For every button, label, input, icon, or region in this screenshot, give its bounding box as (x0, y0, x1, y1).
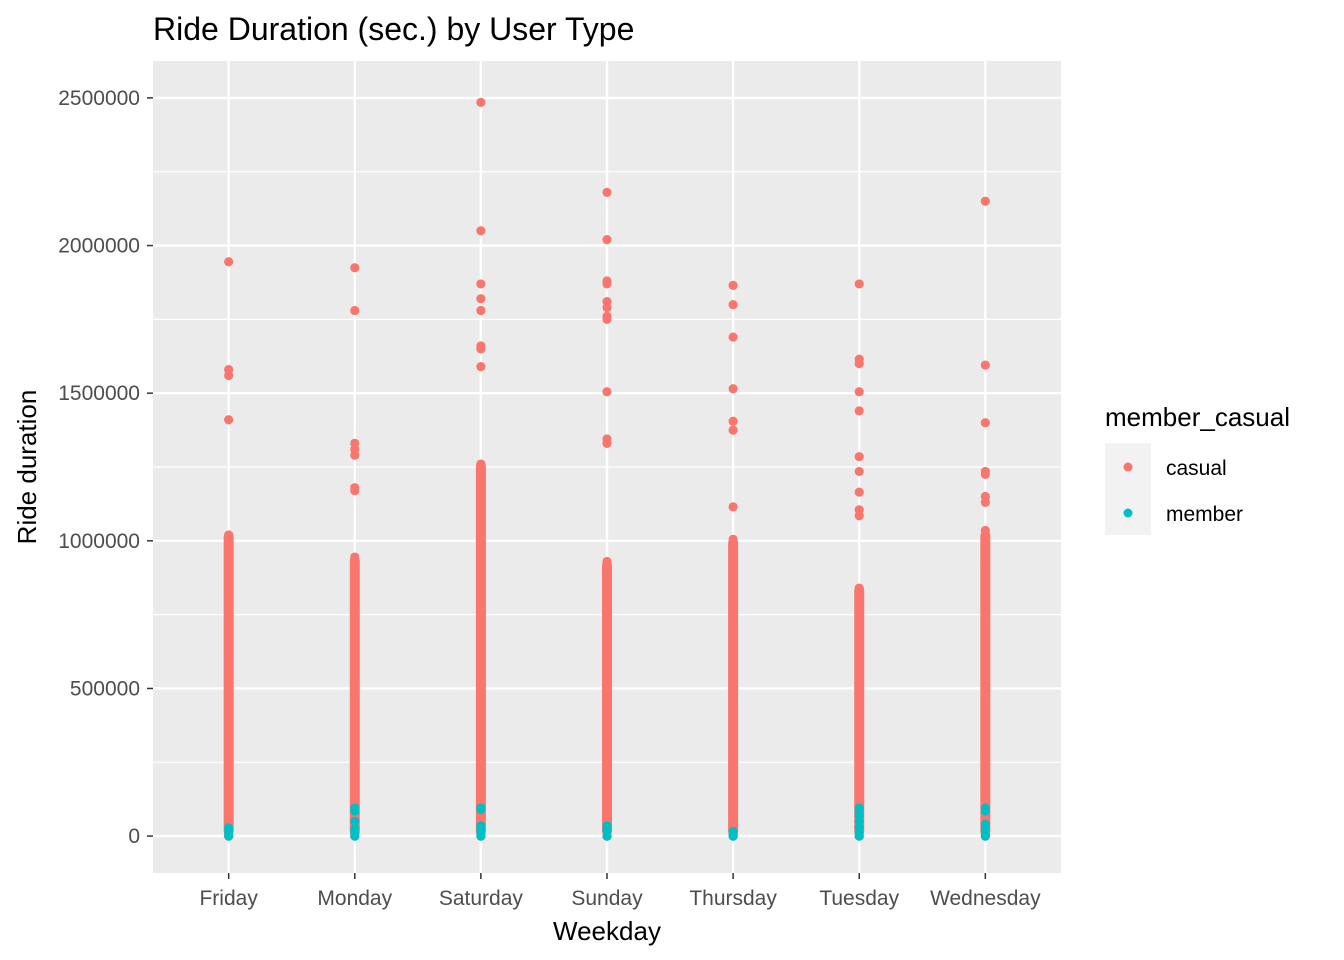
casual-point (728, 332, 738, 342)
member-point (350, 824, 360, 834)
y-tick-label: 2500000 (58, 87, 140, 110)
casual-point (602, 438, 612, 448)
x-tick-label: Monday (317, 887, 392, 910)
member-point (602, 821, 612, 831)
casual-point (602, 187, 612, 197)
casual-point (728, 534, 738, 544)
x-tick-label: Thursday (689, 887, 777, 910)
data-points (223, 97, 991, 841)
member-point (350, 816, 360, 826)
x-tick-label: Saturday (439, 887, 524, 910)
casual-point (350, 263, 360, 273)
casual-point (854, 387, 864, 397)
casual-point (350, 486, 360, 496)
casual-point (980, 196, 990, 206)
casual-point (854, 279, 864, 289)
casual-point (980, 497, 990, 508)
casual-point (980, 418, 990, 428)
casual-point (224, 530, 234, 540)
member-point (980, 819, 990, 829)
casual-point (854, 487, 864, 497)
legend-key-casual (1123, 462, 1133, 472)
member-point (980, 803, 990, 813)
x-tick-label: Wednesday (930, 887, 1041, 910)
casual-point (224, 415, 234, 425)
casual-point (980, 469, 990, 479)
casual-point (476, 362, 486, 372)
casual-point (602, 387, 612, 397)
y-tick-label: 0 (128, 825, 140, 848)
x-axis: Friday Monday Saturday Sunday Thursday Tuesda… (199, 873, 1041, 910)
casual-point (980, 360, 990, 370)
legend-key-member (1123, 508, 1133, 518)
casual-point (854, 452, 864, 462)
casual-point (728, 280, 738, 291)
chart-title: Ride Duration (sec.) by User Type (153, 11, 634, 47)
casual-point (854, 406, 864, 416)
casual-point (476, 97, 486, 107)
x-tick-label: Friday (199, 887, 258, 910)
y-axis: 0 500000 1000000 1500000 2000000 2500000 (58, 87, 153, 848)
member-point (224, 823, 234, 833)
casual-point (602, 556, 612, 567)
casual-point (728, 425, 738, 435)
member-point (854, 803, 864, 813)
casual-point (854, 466, 864, 477)
casual-point (476, 344, 486, 354)
x-axis-title: Weekday (553, 916, 661, 946)
casual-point (224, 257, 234, 267)
casual-point (476, 305, 486, 316)
legend-label-casual: casual (1166, 457, 1227, 480)
x-tick-label: Tuesday (819, 887, 899, 910)
casual-point (224, 370, 234, 381)
member-point (476, 821, 486, 831)
y-tick-label: 2000000 (58, 235, 140, 258)
casual-point (854, 511, 864, 521)
y-axis-title: Ride duration (12, 390, 42, 545)
legend-key-background (1105, 443, 1151, 535)
casual-point (728, 502, 738, 512)
legend: member_casual casual member (1105, 402, 1290, 535)
casual-point (602, 314, 612, 324)
casual-point (854, 359, 864, 369)
member-point (476, 803, 486, 813)
legend-label-member: member (1166, 503, 1243, 526)
casual-point (980, 525, 990, 536)
member-point (728, 827, 738, 837)
casual-point (602, 302, 612, 313)
casual-point (728, 416, 738, 426)
casual-point (350, 552, 360, 562)
casual-point (728, 300, 738, 310)
x-tick-label: Sunday (571, 887, 643, 910)
legend-title: member_casual (1105, 402, 1290, 432)
casual-point (602, 235, 612, 245)
casual-point (350, 450, 360, 460)
casual-point (728, 384, 738, 394)
y-tick-label: 500000 (70, 677, 140, 700)
casual-point (476, 279, 486, 289)
casual-point (854, 583, 864, 593)
casual-point (350, 305, 360, 316)
y-tick-label: 1000000 (58, 530, 140, 553)
casual-point (476, 226, 486, 236)
casual-point (476, 294, 486, 304)
casual-point (476, 459, 486, 469)
y-tick-label: 1500000 (58, 382, 140, 405)
casual-point (602, 279, 612, 289)
member-point (350, 803, 360, 813)
